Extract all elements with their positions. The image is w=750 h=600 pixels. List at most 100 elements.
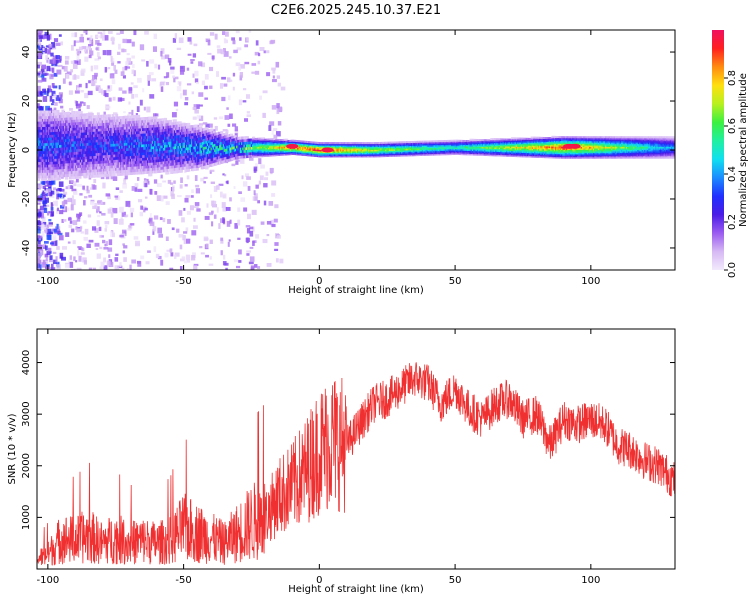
spectrogram-cell: [125, 66, 131, 69]
spectrogram-cell: [254, 143, 257, 146]
spectrogram-cell: [258, 146, 261, 149]
spectrogram-cell: [173, 180, 176, 184]
spectrogram-cell: [269, 142, 272, 145]
spectrogram-cell: [37, 264, 42, 270]
spectrogram-cell: [91, 75, 95, 81]
spectrogram-cell: [82, 189, 88, 192]
spectrogram-cell: [264, 154, 267, 157]
spectrogram-cell: [265, 144, 268, 147]
spectrogram-cell: [255, 234, 260, 239]
spectrogram-cell: [46, 65, 51, 72]
spectrogram-cell: [221, 202, 226, 209]
spectrogram-cell: [37, 259, 42, 264]
spectrogram-cell: [186, 259, 191, 263]
spectrogram-cell: [50, 267, 56, 270]
spectrogram-cell: [259, 145, 262, 148]
spectrogram-cell: [37, 228, 41, 234]
spectrogram-cell: [271, 180, 277, 186]
spectrogram-cell: [137, 261, 142, 267]
spectrogram-cell: [271, 105, 277, 110]
spectrogram-cell: [207, 52, 212, 55]
spectrogram-cell: [246, 253, 250, 256]
spectrogram-cell: [263, 138, 266, 141]
spectrogram-cell: [56, 223, 59, 230]
spectrogram-cell: [216, 45, 221, 48]
spectrogram-cell: [275, 139, 278, 142]
spectrogram-cell: [126, 268, 129, 270]
spectrogram-cell: [78, 109, 81, 112]
spectrogram-cell: [209, 256, 212, 260]
spectrogram-cell: [94, 227, 99, 233]
spectrogram-cell: [45, 55, 49, 61]
spectrogram-cell: [255, 137, 258, 140]
spectrogram-cell: [37, 252, 41, 259]
spectrogram-cell: [163, 195, 168, 199]
spectrogram-cell: [215, 269, 218, 270]
spectrogram-cell: [116, 116, 120, 120]
spectrogram-cell: [269, 141, 272, 144]
spectrogram-cell: [177, 195, 182, 198]
spectrogram-cell: [239, 72, 244, 78]
spectrogram-cell: [79, 36, 84, 43]
spectrogram-cell: [256, 140, 259, 143]
spectrogram-cell: [53, 72, 58, 77]
spectrogram-cell: [76, 267, 82, 270]
spectrogram-cell: [100, 261, 105, 267]
spectrogram-cell: [149, 173, 153, 177]
spectrogram-cell: [110, 37, 115, 42]
spectrogram-cell: [275, 140, 278, 143]
spectrogram-cell: [60, 205, 65, 209]
spectrogram-cell: [137, 188, 143, 192]
spectrogram-cell: [256, 155, 259, 158]
spectrogram-cell: [176, 85, 182, 92]
spectrogram-cell: [272, 146, 275, 149]
spectrogram-cell: [239, 75, 243, 81]
spectrogram-cell: [272, 144, 275, 147]
spectrogram-cell: [62, 219, 67, 222]
spectrogram-cell: [173, 101, 179, 107]
spectrogram-cell: [227, 79, 233, 82]
spectrogram-cell: [225, 132, 229, 136]
spectrogram-cell: [44, 253, 49, 257]
spectrogram-cell: [262, 238, 268, 244]
spectrogram-cell: [145, 261, 150, 265]
spectrogram-cell: [185, 254, 191, 260]
spectrogram-cell: [234, 223, 238, 229]
spectrogram-cell: [45, 204, 50, 207]
spectrogram-cell: [238, 191, 242, 195]
spectrogram-cell: [97, 56, 101, 60]
spectrogram-cell: [219, 83, 224, 89]
spectrogram-cell: [100, 32, 106, 39]
spectrogram-cell: [67, 185, 71, 190]
spectrogram-cell: [230, 133, 234, 137]
spectrogram-cell: [253, 155, 256, 158]
spectrogram-cell: [259, 150, 262, 153]
spectrogram-cell: [274, 242, 279, 246]
spectrogram-cell: [83, 200, 86, 206]
spectrogram-cell: [167, 179, 172, 184]
spectrogram-cell: [110, 174, 116, 180]
spectrogram-cell: [178, 121, 182, 125]
spectrogram-cell: [152, 229, 155, 235]
spectrogram-cell: [52, 259, 57, 265]
spectrogram-cell: [144, 207, 148, 211]
spectrogram-cell: [84, 175, 88, 179]
spectrogram-cell: [75, 226, 78, 231]
spectrogram-cell: [240, 64, 245, 69]
spectrogram-cell: [96, 206, 100, 213]
spectrogram-cell: [223, 254, 226, 260]
spectrogram-cell: [236, 47, 242, 51]
spectrogram-cell: [86, 37, 91, 41]
spectrogram-cell: [119, 234, 124, 238]
spectrogram-cell: [218, 116, 223, 120]
spectrogram-cell: [148, 72, 154, 76]
spectrogram-cell: [274, 149, 277, 152]
spectrogram-cell: [80, 231, 85, 234]
spectrogram-cell: [259, 149, 262, 152]
spectrogram-cell: [104, 66, 107, 73]
spectrogram-cell: [97, 42, 102, 46]
spectrogram-cell: [265, 154, 268, 157]
spectrogram-cell: [254, 140, 257, 143]
spectrogram-cell: [256, 153, 259, 156]
spectrogram-cell: [37, 79, 43, 83]
